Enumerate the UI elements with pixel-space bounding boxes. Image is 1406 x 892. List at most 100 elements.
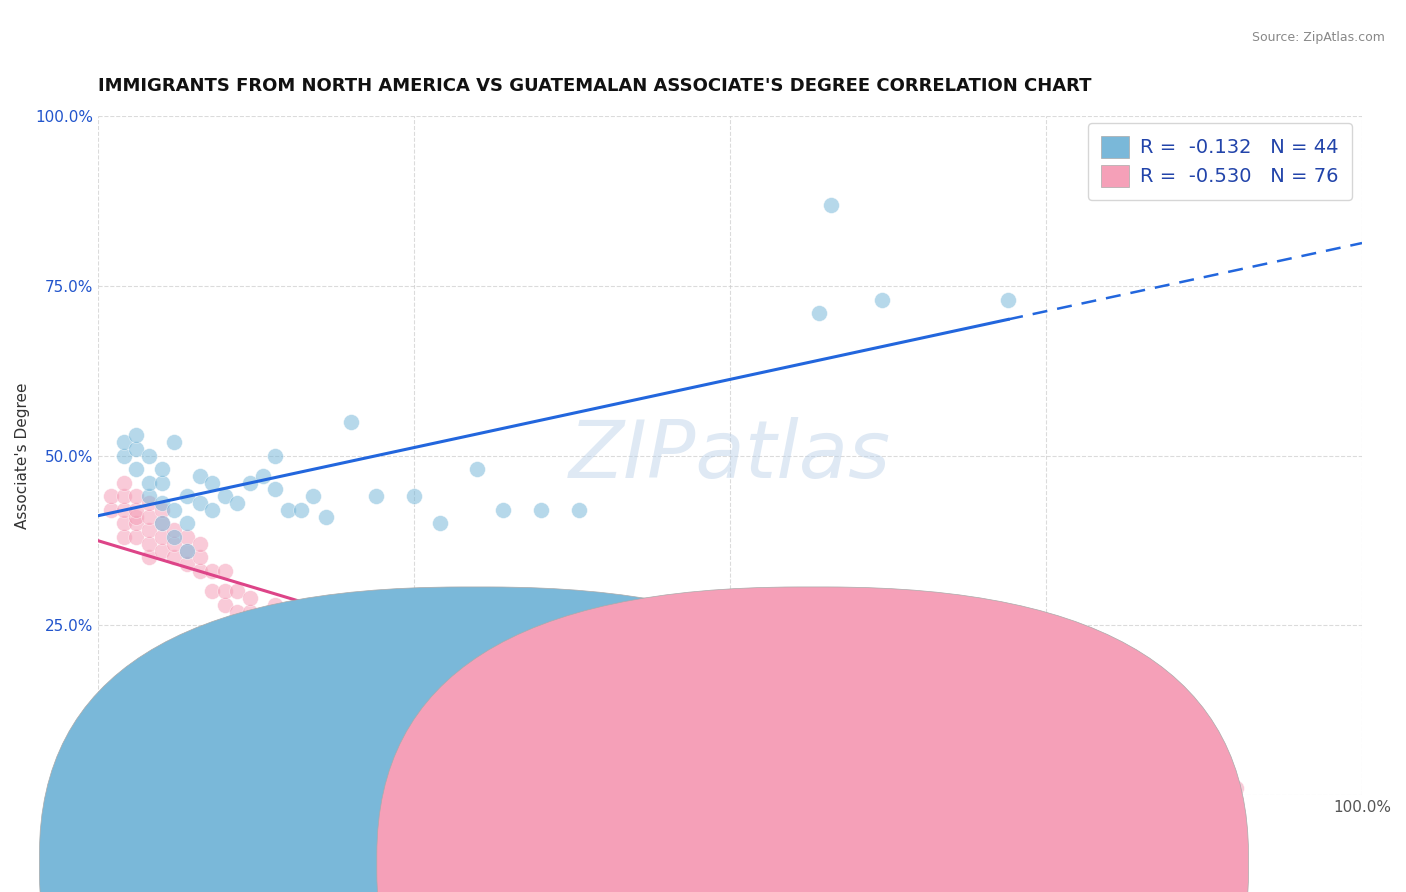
Point bbox=[744, 740, 766, 755]
Point bbox=[277, 611, 299, 625]
Point bbox=[138, 550, 160, 565]
Point bbox=[150, 462, 173, 476]
Point bbox=[112, 503, 135, 517]
Point bbox=[441, 673, 464, 687]
Point bbox=[150, 475, 173, 490]
Point bbox=[391, 673, 413, 687]
Point bbox=[112, 489, 135, 503]
Point bbox=[214, 564, 236, 578]
Point bbox=[239, 605, 262, 619]
Point bbox=[302, 489, 325, 503]
Point bbox=[125, 428, 148, 442]
Point bbox=[226, 496, 249, 510]
Point bbox=[150, 503, 173, 517]
Text: Guatemalans: Guatemalans bbox=[832, 856, 934, 871]
Point bbox=[479, 692, 502, 706]
Point bbox=[252, 469, 274, 483]
Point bbox=[340, 415, 363, 429]
Text: ZIPatlas: ZIPatlas bbox=[569, 417, 891, 494]
Point bbox=[492, 503, 515, 517]
Y-axis label: Associate's Degree: Associate's Degree bbox=[15, 383, 30, 529]
Point bbox=[530, 699, 553, 714]
Point bbox=[138, 537, 160, 551]
Point bbox=[378, 665, 401, 680]
Point bbox=[302, 639, 325, 653]
Point bbox=[138, 475, 160, 490]
Point bbox=[492, 686, 515, 700]
Point bbox=[568, 503, 591, 517]
Point bbox=[125, 442, 148, 456]
Point bbox=[820, 197, 842, 211]
Point bbox=[340, 652, 363, 666]
Point bbox=[150, 530, 173, 544]
Point bbox=[176, 543, 198, 558]
Point bbox=[176, 557, 198, 571]
Point bbox=[870, 293, 893, 307]
Point bbox=[163, 550, 186, 565]
Point bbox=[112, 516, 135, 531]
Point bbox=[264, 598, 287, 612]
Point bbox=[315, 652, 337, 666]
Point bbox=[125, 516, 148, 531]
Point bbox=[617, 720, 640, 734]
Point bbox=[226, 584, 249, 599]
Point bbox=[252, 611, 274, 625]
Point bbox=[264, 483, 287, 497]
Point bbox=[112, 530, 135, 544]
Point bbox=[201, 503, 224, 517]
Point bbox=[188, 496, 211, 510]
Point bbox=[1161, 774, 1184, 789]
Point bbox=[454, 686, 477, 700]
Point bbox=[138, 509, 160, 524]
Point bbox=[226, 605, 249, 619]
Point bbox=[150, 543, 173, 558]
Point bbox=[807, 306, 830, 320]
Legend: R =  -0.132   N = 44, R =  -0.530   N = 76: R = -0.132 N = 44, R = -0.530 N = 76 bbox=[1088, 123, 1353, 200]
Point bbox=[150, 516, 173, 531]
Point bbox=[125, 503, 148, 517]
Point bbox=[163, 435, 186, 450]
Point bbox=[404, 489, 426, 503]
Point bbox=[201, 475, 224, 490]
Point bbox=[125, 509, 148, 524]
Point bbox=[188, 564, 211, 578]
Point bbox=[366, 652, 388, 666]
Point bbox=[277, 624, 299, 639]
Point bbox=[112, 449, 135, 463]
Point bbox=[163, 523, 186, 537]
Point bbox=[366, 489, 388, 503]
Point bbox=[315, 632, 337, 646]
Point bbox=[188, 550, 211, 565]
Text: Immigrants from North America: Immigrants from North America bbox=[495, 856, 738, 871]
Point bbox=[353, 658, 375, 673]
Point bbox=[693, 733, 716, 747]
Point bbox=[429, 516, 451, 531]
Point bbox=[505, 699, 527, 714]
Point bbox=[163, 537, 186, 551]
Point bbox=[277, 503, 299, 517]
Point bbox=[138, 523, 160, 537]
Point bbox=[214, 584, 236, 599]
Point bbox=[138, 489, 160, 503]
Point bbox=[239, 475, 262, 490]
Point bbox=[908, 761, 931, 775]
Point bbox=[467, 679, 489, 693]
Point bbox=[655, 726, 678, 740]
Point bbox=[112, 475, 135, 490]
Point bbox=[125, 462, 148, 476]
Point bbox=[138, 449, 160, 463]
Point bbox=[201, 584, 224, 599]
Point bbox=[870, 754, 893, 768]
Text: Source: ZipAtlas.com: Source: ZipAtlas.com bbox=[1251, 31, 1385, 45]
Point bbox=[997, 293, 1019, 307]
Point bbox=[1123, 767, 1146, 781]
Point bbox=[290, 632, 312, 646]
Point bbox=[138, 496, 160, 510]
Point bbox=[264, 618, 287, 632]
Text: IMMIGRANTS FROM NORTH AMERICA VS GUATEMALAN ASSOCIATE'S DEGREE CORRELATION CHART: IMMIGRANTS FROM NORTH AMERICA VS GUATEMA… bbox=[98, 78, 1092, 95]
Point bbox=[150, 496, 173, 510]
Point bbox=[429, 679, 451, 693]
Point bbox=[555, 706, 578, 721]
Point bbox=[150, 516, 173, 531]
Point bbox=[176, 489, 198, 503]
